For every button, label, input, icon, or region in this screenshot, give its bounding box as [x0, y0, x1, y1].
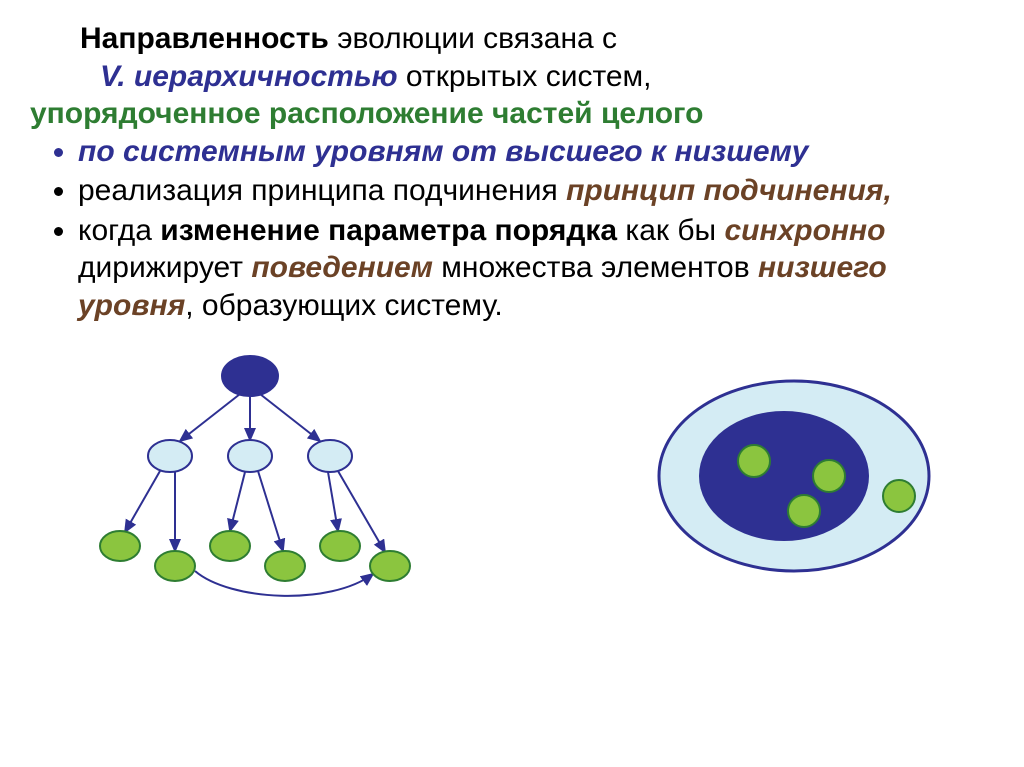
heading-bold: Направленность [80, 22, 329, 55]
heading-line-2-rest: открытых систем, [398, 60, 652, 93]
heading-roman: V. иерархичностью [100, 60, 398, 93]
heading-line-2: V. иерархичностью открытых систем, [30, 58, 994, 96]
diagram-row [30, 346, 994, 606]
bullet-2: реализация принципа подчинения принцип п… [78, 172, 994, 212]
bullet-3: когда изменение параметра порядка как бы… [78, 212, 994, 327]
bullet-2-text: реализация принципа подчинения [78, 174, 566, 207]
bullet-1: по системным уровням от высшего к низшем… [78, 133, 994, 173]
subheading: упорядоченное расположение частей целого [30, 95, 994, 133]
heading-rest: эволюции связана с [329, 22, 617, 55]
hierarchy-tree-diagram [80, 346, 420, 606]
cell-diagram [644, 361, 944, 591]
bullet-2-emph: принцип подчинения, [566, 174, 892, 207]
heading-line-1: Направленность эволюции связана с [30, 20, 994, 58]
bullet-list: по системным уровням от высшего к низшем… [30, 133, 994, 327]
